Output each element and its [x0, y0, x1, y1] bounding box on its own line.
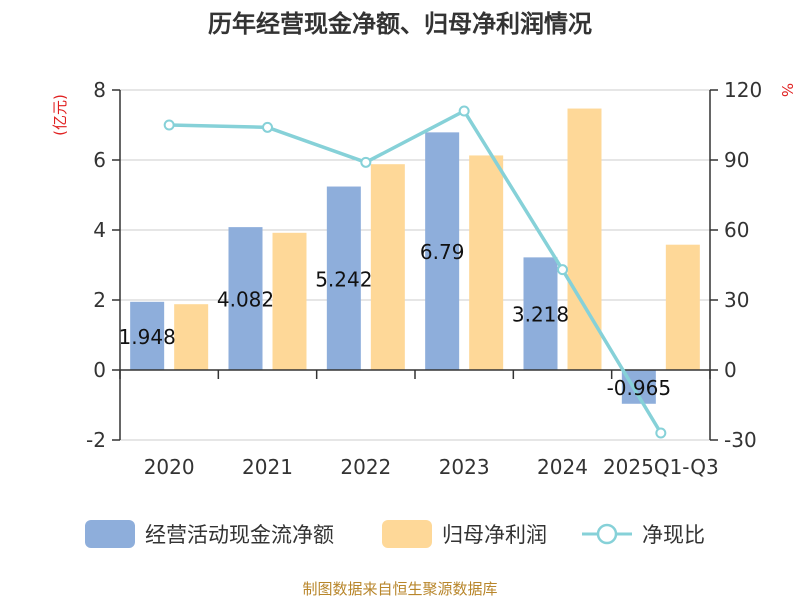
cashflow-bar-1 [228, 227, 263, 370]
right-tick-label: 90 [724, 148, 749, 172]
data-source: 制图数据来自恒生聚源数据库 [302, 580, 497, 598]
x-tick-label: 2023 [439, 455, 490, 479]
left-axis-unit: (亿元) [51, 94, 69, 136]
netprofit-bar-3 [469, 155, 504, 370]
ratio-point-4 [557, 264, 568, 276]
cashflow-bar-4 [523, 257, 558, 370]
netprofit-bar-4 [567, 108, 602, 371]
cashflow-data-label: 1.948 [119, 325, 176, 349]
legend-label-netprofit: 归母净利润 [442, 523, 547, 547]
netprofit-bar-5 [665, 244, 700, 370]
bars [130, 108, 700, 404]
data-labels: 1.948 4.082 5.242 6.79 3.218 -0.965 [119, 240, 672, 400]
netprofit-bar-1 [272, 232, 307, 370]
ratio-line [163, 105, 667, 439]
cashflow-data-label: 3.218 [512, 303, 569, 327]
gridlines [120, 89, 710, 441]
right-axis-ticks: -30 0 30 60 90 120 [710, 78, 762, 452]
x-tick-label: 2025Q1-Q3 [603, 455, 719, 479]
right-tick-label: 60 [724, 218, 749, 242]
netprofit-bar-2 [370, 164, 405, 370]
ratio-point-0 [163, 119, 175, 131]
left-axis-ticks: -2 0 2 4 6 8 [86, 78, 120, 452]
right-tick-label: 0 [724, 358, 737, 382]
cashflow-data-label: 4.082 [217, 288, 274, 312]
x-tick-label: 2022 [340, 455, 391, 479]
chart-title: 历年经营现金净额、归母净利润情况 [208, 10, 592, 38]
right-tick-label: -30 [724, 428, 757, 452]
cashflow-bar-0 [130, 301, 165, 370]
legend-label-cashflow: 经营活动现金流净额 [145, 523, 334, 547]
cashflow-data-label: -0.965 [607, 376, 671, 400]
cashflow-bar-3 [425, 132, 460, 370]
cashflow-bar-2 [326, 186, 361, 370]
cashflow-data-label: 5.242 [315, 267, 372, 291]
legend: 经营活动现金流净额 归母净利润 净现比 [85, 520, 705, 548]
left-tick-label: 4 [93, 218, 106, 242]
x-tick-label: 2020 [144, 455, 195, 479]
right-tick-label: 30 [724, 288, 749, 312]
legend-marker-ratio [596, 523, 618, 545]
cashflow-data-label: 6.79 [420, 240, 465, 264]
ratio-line-path [169, 108, 663, 434]
ratio-point-3 [458, 105, 470, 117]
legend-label-ratio: 净现比 [642, 523, 705, 547]
netprofit-bar-0 [174, 304, 209, 370]
ratio-point-1 [262, 121, 273, 133]
x-tick-label: 2021 [242, 455, 293, 479]
left-tick-label: 8 [93, 78, 106, 102]
left-tick-label: 0 [93, 358, 106, 382]
ratio-point-5 [655, 427, 667, 439]
x-axis-ticks: 2020 2021 2022 2023 2024 2025Q1-Q3 [119, 370, 719, 479]
x-tick-label: 2024 [537, 455, 588, 479]
right-axis-unit: % [778, 83, 796, 97]
legend-swatch-cashflow [85, 520, 135, 548]
legend-swatch-netprofit [382, 520, 432, 548]
left-tick-label: -2 [86, 428, 106, 452]
left-tick-label: 6 [93, 148, 106, 172]
ratio-point-2 [360, 156, 372, 168]
right-tick-label: 120 [724, 78, 762, 102]
left-tick-label: 2 [93, 288, 106, 312]
